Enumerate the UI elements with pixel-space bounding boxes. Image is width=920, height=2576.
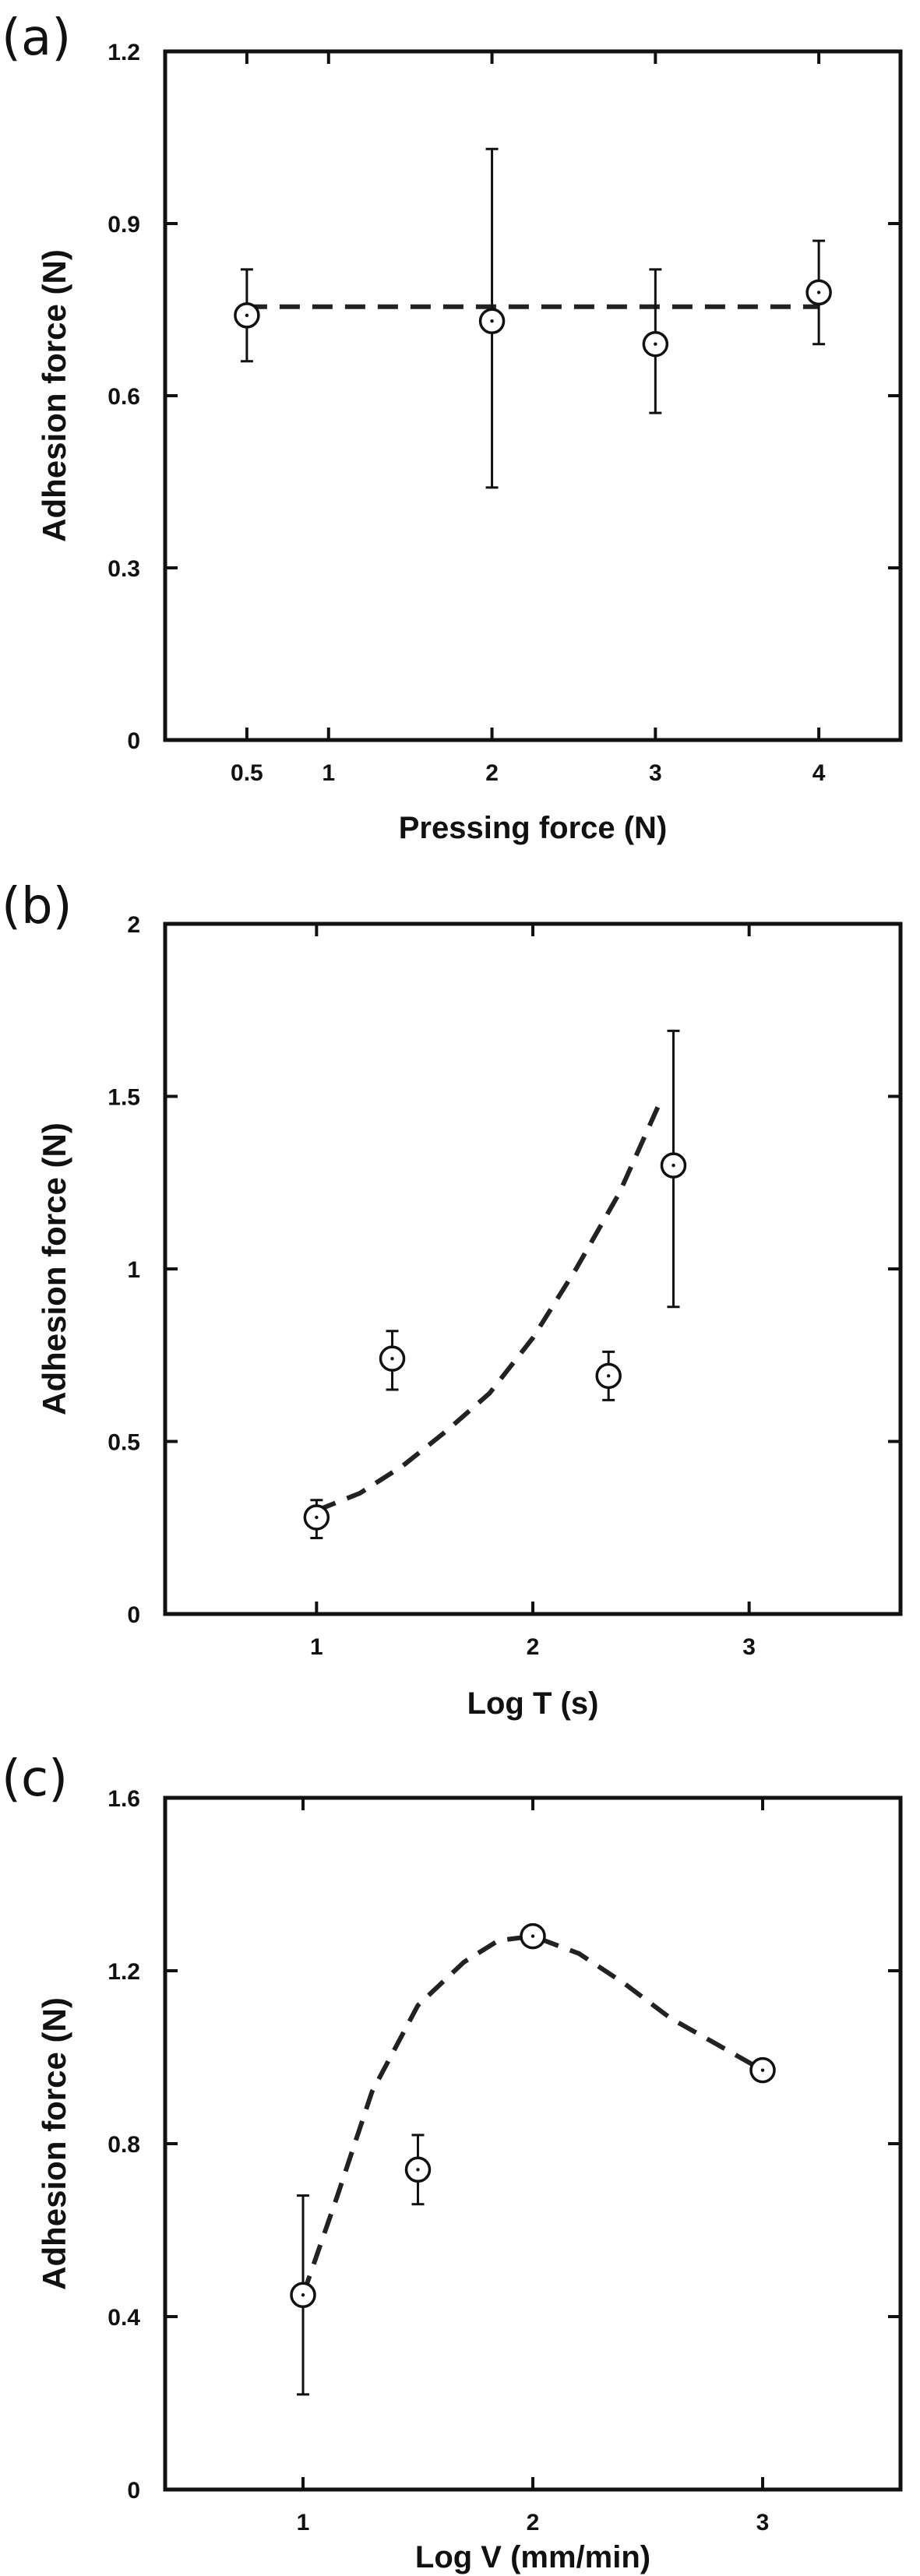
panel-a-data-point-center — [654, 342, 657, 346]
panel-a-x-tick-label: 3 — [649, 760, 662, 786]
panel-a-y-tick-label: 0.9 — [108, 212, 140, 238]
panel-a-x-tick-label: 2 — [485, 760, 499, 786]
panel-b-data-point-center — [315, 1515, 319, 1520]
panel-c: (c) 1 2 300.40.81.21.6 Adhesion force (N) … — [2, 1750, 903, 2574]
panel-c-x-tick-label: 1 — [297, 2510, 310, 2535]
panel-c-y-axis-label: Adhesion force (N) — [36, 1997, 72, 2290]
panel-a-y-axis-label: Adhesion force (N) — [36, 249, 72, 542]
panel-a-marks: 0.5 1 2 3 4 0 0.3 0.6 0.9 1.2 — [108, 40, 901, 786]
panel-a: (a) 0.5 1 2 3 4 0 0.3 0.6 0.9 1.2 Adhesion force … — [2, 9, 903, 845]
panel-a-data-point-center — [490, 319, 494, 323]
panel-a-x-tick-label: 4 — [812, 760, 826, 786]
panel-b-letter: (b) — [2, 878, 72, 936]
panel-a-y-tick-label: 0.3 — [108, 556, 140, 582]
panel-b-y-tick-label: 1.5 — [108, 1085, 140, 1111]
panel-c-data-point-center — [301, 2293, 305, 2297]
panel-a-x-tick-label: 1 — [322, 760, 335, 786]
panel-b-y-tick-label: 0.5 — [108, 1430, 140, 1456]
panel-b-y-tick-label: 2 — [127, 912, 140, 938]
panel-c-y-tick-label: 0 — [127, 2478, 140, 2504]
panel-c-fit-line — [301, 1933, 764, 2296]
panel-c-letter: (c) — [2, 1750, 68, 1808]
panel-a-y-tick-label: 0.6 — [108, 384, 140, 410]
panel-c-marks: 1 2 3 0 0.4 0.8 1.2 1.6 — [108, 1786, 901, 2535]
panel-b-y-tick-label: 0 — [127, 1602, 140, 1628]
panel-b-x-tick-label: 1 — [310, 1634, 323, 1660]
panel-b-x-tick-label: 3 — [742, 1634, 756, 1660]
panel-b-marks: 1 2 3 0 0.5 1 1.5 2 — [108, 912, 901, 1660]
panel-b-y-axis-label: Adhesion force (N) — [36, 1122, 72, 1415]
panel-c-x-tick-label: 2 — [527, 2510, 540, 2535]
panel-b-data-point-center — [606, 1374, 611, 1378]
panel-a-y-tick-label: 1.2 — [108, 40, 140, 65]
panel-c-x-axis-label: Log V (mm/min) — [415, 2540, 650, 2574]
panel-a-letter: (a) — [2, 9, 71, 67]
panel-c-data-point-center — [416, 2168, 420, 2172]
panel-a-data-point-center — [245, 313, 249, 318]
panel-a-data-point-center — [816, 291, 821, 294]
panel-b-x-axis-label: Log T (s) — [467, 1686, 599, 1721]
panel-b-x-tick-label: 2 — [527, 1634, 540, 1660]
panel-b-data-point-center — [390, 1356, 394, 1361]
panel-c-y-tick-label: 1.2 — [108, 1959, 140, 1985]
panel-b-fit-line — [315, 1095, 665, 1513]
panel-a-x-tick-label: 0.5 — [231, 760, 263, 786]
panel-a-x-axis-label: Pressing force (N) — [399, 811, 668, 845]
panel-c-data-point-center — [530, 1934, 535, 1938]
panel-b: (b) 1 2 3 0 0.5 1 1.5 2 Adhesion force (N) Log … — [2, 878, 903, 1721]
panel-a-y-tick-label: 0 — [127, 728, 140, 754]
panel-c-x-tick-label: 3 — [756, 2510, 770, 2535]
panel-b-y-tick-label: 1 — [127, 1257, 140, 1283]
panel-c-y-tick-label: 0.8 — [108, 2132, 140, 2158]
panel-c-y-tick-label: 0.4 — [108, 2305, 140, 2331]
panel-c-y-tick-label: 1.6 — [108, 1786, 140, 1812]
panel-b-data-point-center — [671, 1163, 675, 1168]
panel-c-data-point-center — [760, 2068, 765, 2072]
